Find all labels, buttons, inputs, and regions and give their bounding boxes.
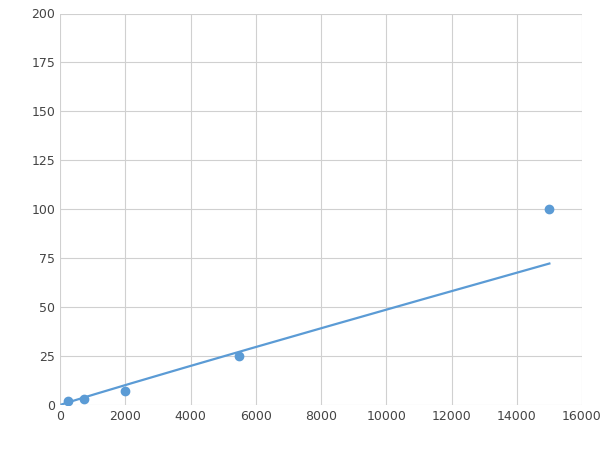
Point (235, 352, 244, 360)
Point (121, 388, 130, 395)
Point (80, 396, 89, 403)
Point (545, 206, 554, 213)
Point (64, 397, 73, 405)
